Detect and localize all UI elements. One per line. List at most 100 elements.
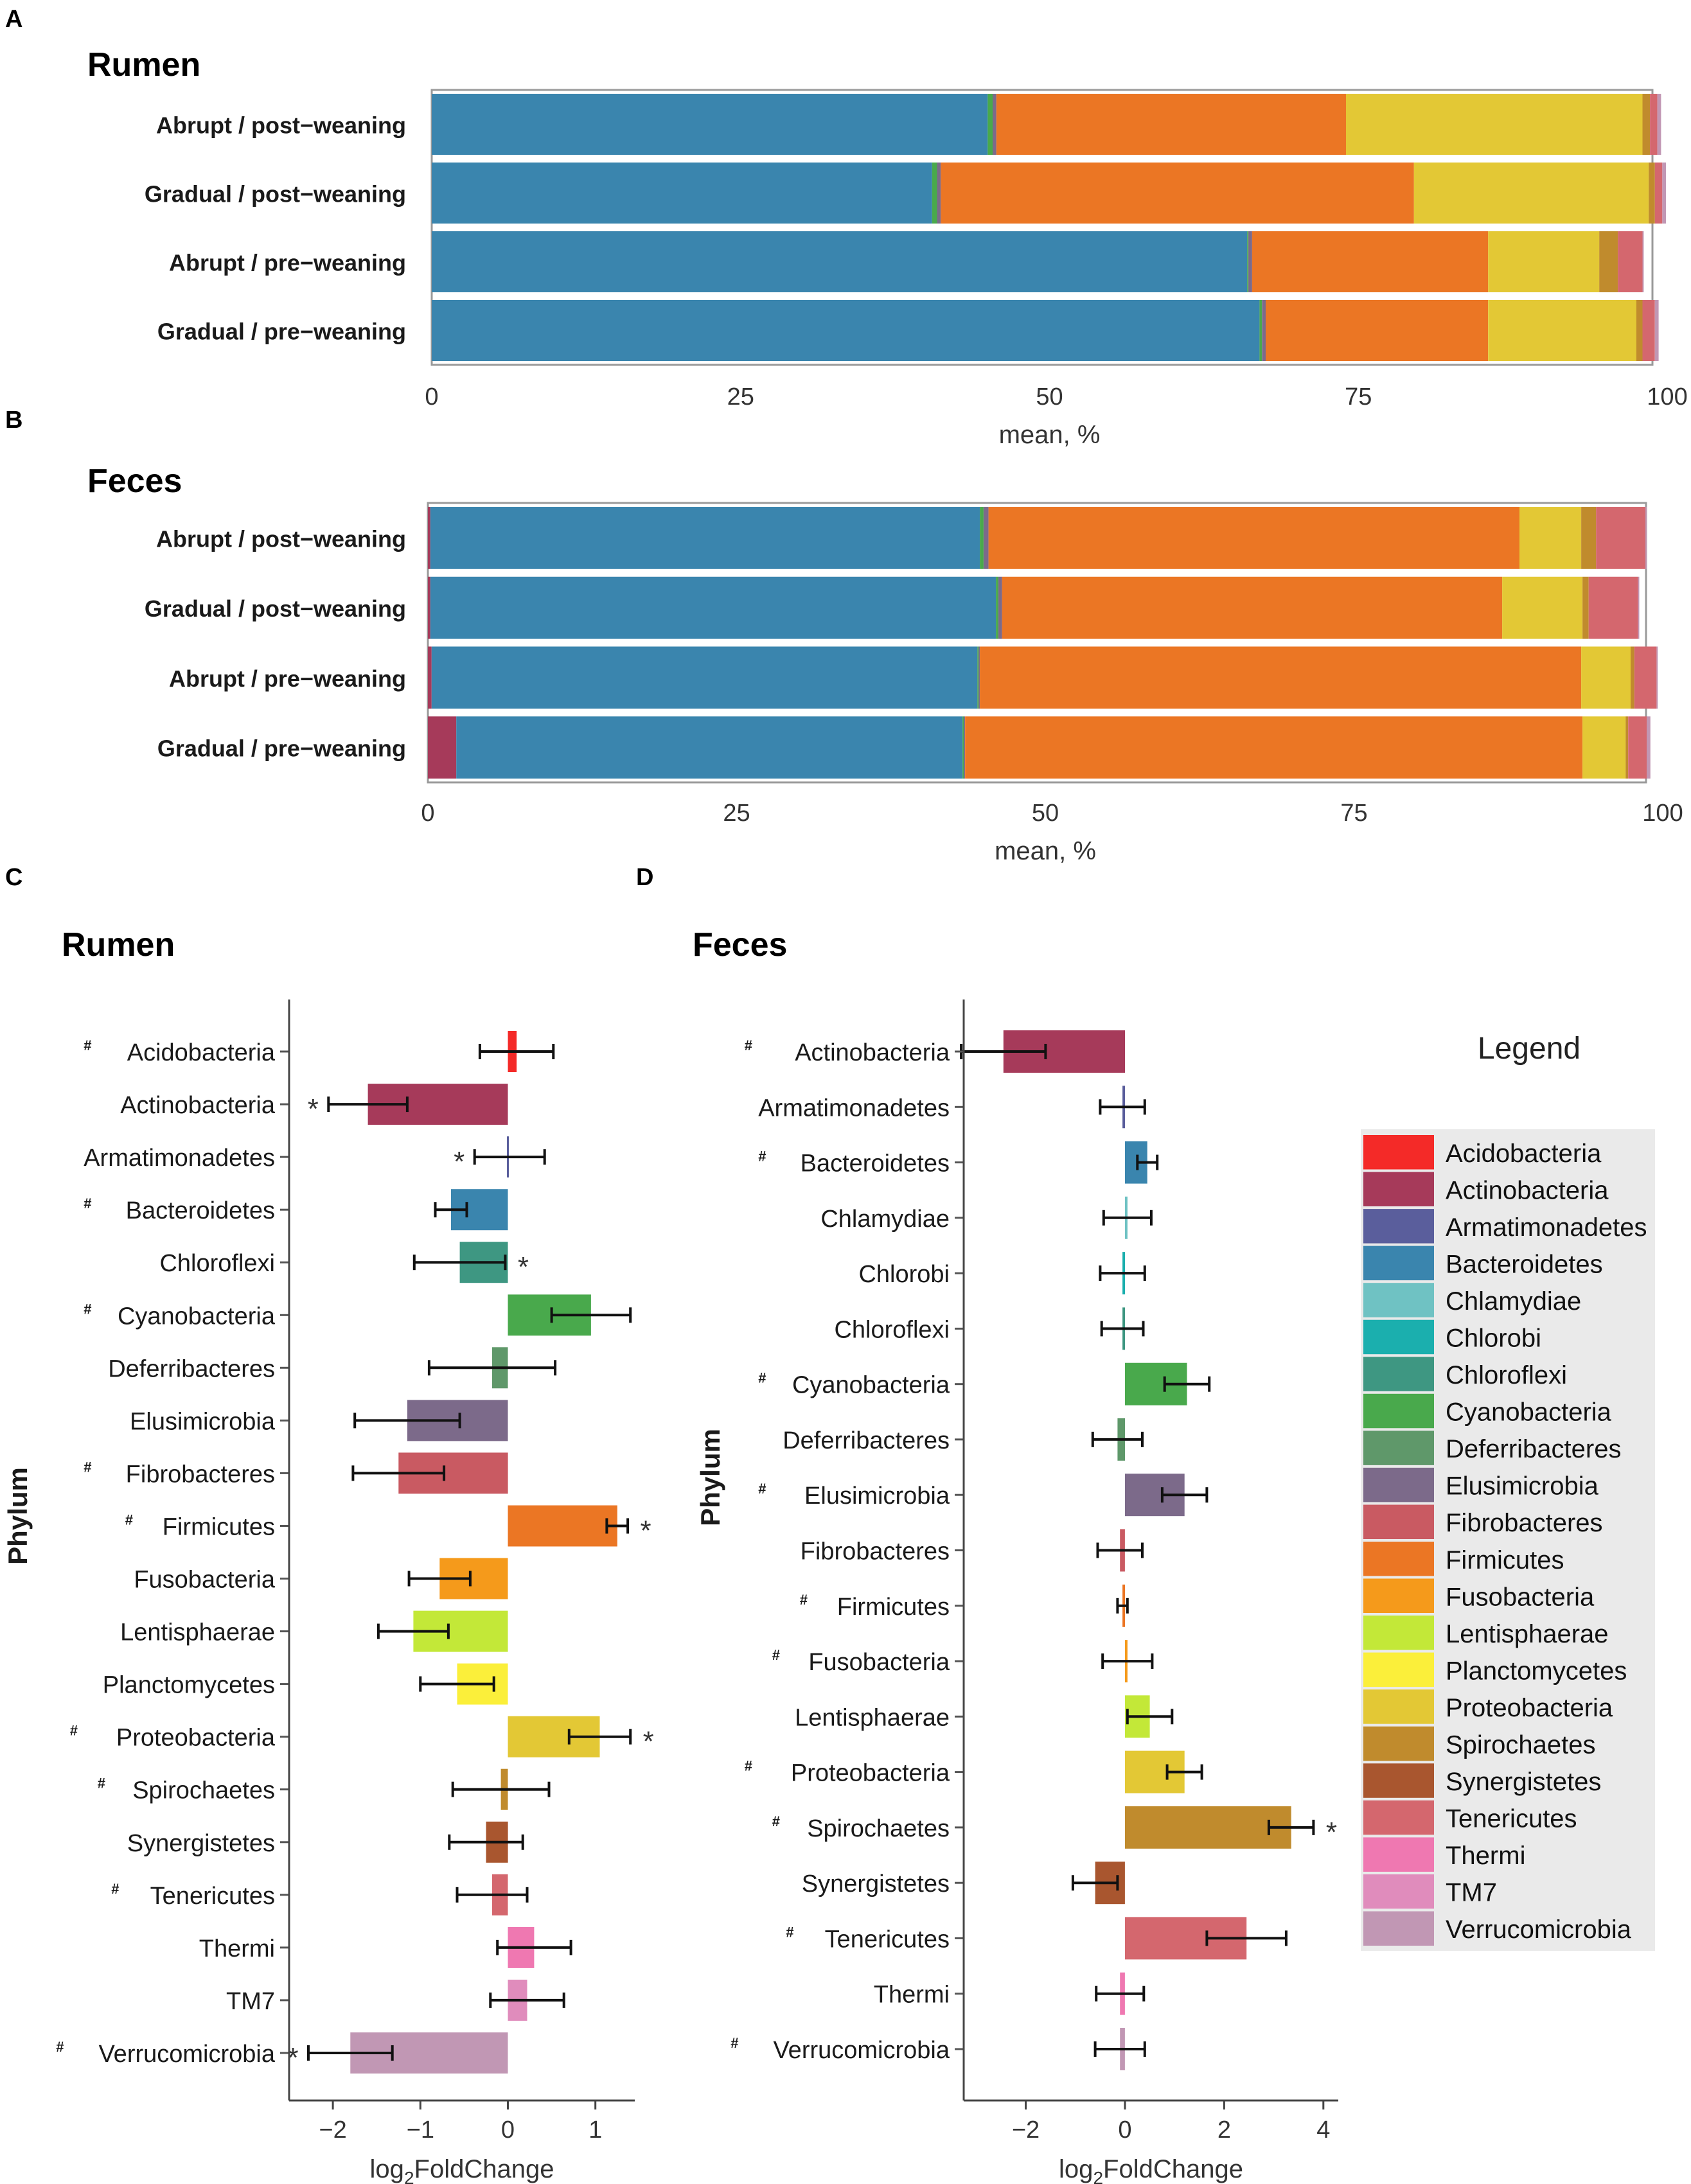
bar-segment-proteobacteria-row-2	[1502, 576, 1582, 639]
hash-marker: #	[70, 1723, 78, 1739]
legend-swatch-actinobacteria	[1363, 1172, 1434, 1206]
significance-marker: *	[308, 1093, 319, 1125]
phylum-label-elusimicrobia: Elusimicrobia	[804, 1483, 950, 1510]
phylum-label-fusobacteria: Fusobacteria	[808, 1649, 950, 1676]
phylum-label-spirochaetes: Spirochaetes	[807, 1815, 950, 1842]
legend-swatch-spirochaetes	[1363, 1726, 1434, 1761]
legend-label-actinobacteria: Actinobacteria	[1446, 1176, 1609, 1204]
x-tick-label: 0	[421, 800, 434, 827]
bar-segment-firmicutes-row-2	[1002, 576, 1503, 639]
phylum-label-bacteroidetes: Bacteroidetes	[126, 1197, 275, 1224]
bar-segment-proteobacteria-row-3	[1581, 646, 1631, 709]
bar-segment-tenericutes-row-2	[1588, 576, 1638, 639]
bar-segment-tenericutes-row-1	[1650, 94, 1658, 155]
significance-marker: *	[454, 1146, 465, 1177]
legend-label-proteobacteria: Proteobacteria	[1446, 1694, 1613, 1722]
bar-segment-spirochaetes-row-3	[1631, 646, 1634, 709]
bar-segment-elusimicrobia-row-3	[1248, 231, 1252, 292]
bar-segment-cyanobacteria-row-1	[980, 507, 984, 569]
bar-segment-tenericutes-row-1	[1596, 507, 1646, 569]
phylum-label-acidobacteria: Acidobacteria	[127, 1039, 276, 1066]
phylum-label-fibrobacteres: Fibrobacteres	[126, 1461, 275, 1488]
bar-segment-spirochaetes-row-4	[1625, 716, 1629, 779]
x-tick-label: 25	[723, 800, 750, 827]
phylum-label-chloroflexi: Chloroflexi	[834, 1316, 950, 1343]
bar-segment-elusimicrobia-row-1	[983, 507, 989, 569]
legend-swatch-fusobacteria	[1363, 1578, 1434, 1613]
legend-swatch-chlorobi	[1363, 1319, 1434, 1355]
legend-swatch-planctomycetes	[1363, 1652, 1434, 1687]
significance-marker: *	[641, 1515, 651, 1547]
legend-swatch-acidobacteria	[1363, 1135, 1434, 1170]
hash-marker: #	[745, 1758, 752, 1774]
phylum-label-cyanobacteria: Cyanobacteria	[792, 1372, 950, 1399]
bar-segment-bacteroidetes-row-1	[432, 94, 988, 155]
hash-marker: #	[772, 1813, 780, 1829]
bar-segment-cyanobacteria-row-3	[977, 646, 979, 709]
phylum-label-chlorobi: Chlorobi	[858, 1261, 950, 1288]
legend-title: Legend	[1478, 1032, 1580, 1066]
phylum-label-firmicutes: Firmicutes	[837, 1594, 950, 1621]
x-tick-label: 100	[1647, 383, 1687, 410]
panel-title-a: Rumen	[87, 46, 200, 84]
bar-segment-verrucomicrobia-row-2	[1638, 576, 1640, 639]
phylum-label-proteobacteria: Proteobacteria	[116, 1725, 276, 1752]
legend-label-synergistetes: Synergistetes	[1446, 1768, 1601, 1796]
panel-label-a: A	[5, 6, 22, 33]
hash-marker: #	[758, 1481, 766, 1497]
legend-swatch-cyanobacteria	[1363, 1393, 1434, 1429]
fold-change-bar-spirochaetes	[1125, 1806, 1291, 1849]
legend-swatch-chloroflexi	[1363, 1357, 1434, 1391]
legend-swatch-armatimonadetes	[1363, 1209, 1434, 1244]
bar-segment-bacteroidetes-row-3	[432, 231, 1248, 292]
phylum-label-tm7: TM7	[226, 1988, 275, 2015]
phylum-label-synergistetes: Synergistetes	[802, 1871, 950, 1898]
phylum-label-chloroflexi: Chloroflexi	[159, 1250, 275, 1277]
phylum-label-firmicutes: Firmicutes	[163, 1514, 275, 1541]
bar-segment-verrucomicrobia-row-1	[1657, 94, 1661, 155]
category-label: Gradual / post−weaning	[145, 595, 406, 622]
phylum-label-lentisphaerae: Lentisphaerae	[795, 1704, 950, 1731]
bar-segment-spirochaetes-row-4	[1636, 300, 1643, 361]
phylum-label-fusobacteria: Fusobacteria	[134, 1567, 276, 1594]
stacked-bar-chart-feces: Abrupt / post−weaning Gradual / post−wean…	[145, 502, 1683, 865]
phylum-label-verrucomicrobia: Verrucomicrobia	[773, 2037, 950, 2064]
bar-segment-firmicutes-row-3	[1252, 231, 1489, 292]
panel-title-c: Rumen	[62, 926, 175, 964]
legend-swatch-elusimicrobia	[1363, 1467, 1434, 1502]
x-tick-label: 1	[589, 2117, 602, 2144]
fold-change-bar-firmicutes	[508, 1505, 617, 1547]
legend-label-firmicutes: Firmicutes	[1446, 1546, 1564, 1574]
legend-label-deferribacteres: Deferribacteres	[1446, 1435, 1621, 1463]
x-tick-label: 50	[1036, 383, 1063, 410]
x-tick-label: 100	[1642, 800, 1683, 827]
x-tick-label: 4	[1316, 2117, 1330, 2144]
category-label: Abrupt / post−weaning	[156, 525, 406, 552]
hash-marker: #	[786, 1924, 793, 1940]
x-tick-label: −2	[319, 2117, 346, 2144]
hash-marker: #	[56, 2039, 64, 2055]
bar-segment-cyanobacteria-row-1	[987, 94, 993, 155]
legend-label-thermi: Thermi	[1446, 1842, 1525, 1870]
bar-segment-spirochaetes-row-2	[1649, 163, 1655, 224]
y-axis-label: Phylum	[3, 1467, 33, 1565]
bar-segment-firmicutes-row-2	[941, 163, 1414, 224]
hash-marker: #	[772, 1647, 780, 1663]
x-tick-label: 2	[1217, 2117, 1231, 2144]
bar-segment-tenericutes-row-3	[1618, 231, 1643, 292]
bar-segment-verrucomicrobia-row-3	[1642, 231, 1644, 292]
legend-swatch-tm7	[1363, 1874, 1434, 1909]
fold-change-chart-feces: Actinobacteria # Armatimonadetes Bacteroide…	[695, 1000, 1338, 2184]
hash-marker: #	[800, 1592, 808, 1608]
bar-segment-spirochaetes-row-2	[1582, 576, 1589, 639]
hash-marker: #	[84, 1195, 91, 1211]
bar-segment-bacteroidetes-row-2	[432, 163, 932, 224]
legend-swatch-chlamydiae	[1363, 1283, 1434, 1317]
x-tick-label: 75	[1345, 383, 1372, 410]
category-label: Abrupt / pre−weaning	[169, 665, 406, 692]
legend-label-fusobacteria: Fusobacteria	[1446, 1583, 1595, 1611]
bar-segment-tenericutes-row-4	[1642, 300, 1655, 361]
hash-marker: #	[111, 1881, 119, 1897]
x-axis-label: mean, %	[999, 421, 1101, 449]
